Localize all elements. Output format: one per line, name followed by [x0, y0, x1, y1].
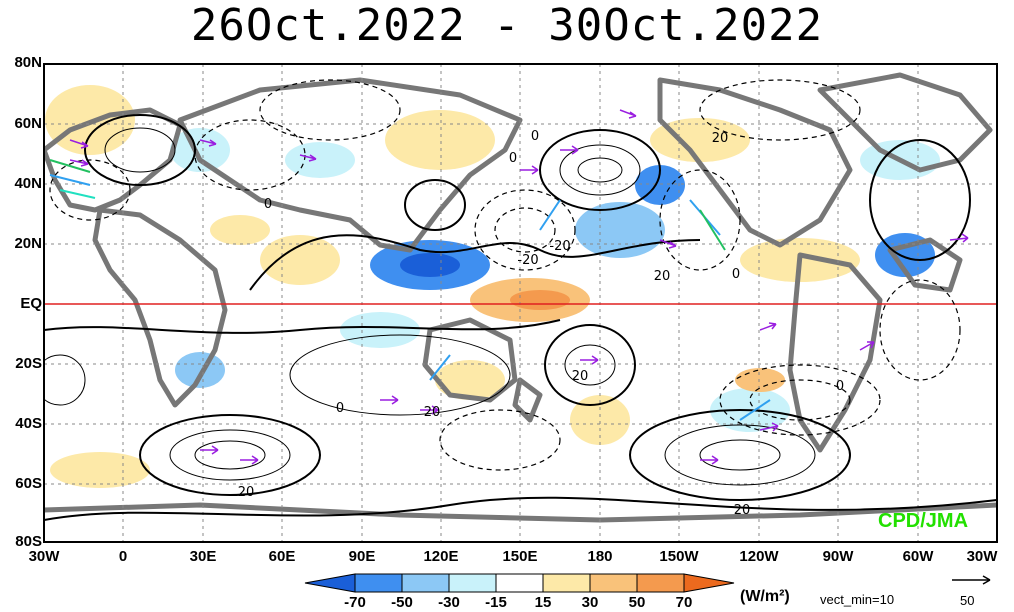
- contour-label: 0: [732, 267, 740, 282]
- lon-label: 180: [587, 548, 613, 565]
- contour-label: 20: [734, 503, 751, 518]
- lon-label: 90E: [348, 548, 376, 565]
- colorbar-high-arrow: [683, 573, 735, 593]
- lat-label: 20S: [15, 355, 42, 372]
- contour-label: 0: [836, 379, 844, 394]
- lon-label: 0: [118, 548, 128, 565]
- colorbar-tick: -70: [344, 594, 366, 611]
- lon-label: 90W: [822, 548, 854, 565]
- contour-label: 0: [509, 151, 517, 166]
- contour-label: 0: [531, 129, 539, 144]
- contour-label: -20: [549, 239, 570, 254]
- reference-vector: [952, 575, 991, 585]
- colorbar-unit: (W/m²): [740, 588, 790, 605]
- map-title: 26Oct.2022 - 30Oct.2022: [190, 0, 824, 51]
- credit-label: CPD/JMA: [878, 510, 969, 532]
- contour-label-group: 0 0 0 -20 20 0 20 0 20 20 20 0 -20 20: [238, 129, 844, 518]
- colorbar-tick: -50: [391, 594, 413, 611]
- lon-label: 30E: [189, 548, 217, 565]
- reference-vector-value: 50: [960, 593, 975, 608]
- contour-label: 20: [712, 131, 729, 146]
- flux-vectors: [69, 109, 969, 465]
- contours: [44, 114, 997, 521]
- colorbar-low-arrow: [304, 573, 356, 593]
- colorbar-tick: -15: [485, 594, 507, 611]
- lat-label: 80N: [14, 54, 42, 71]
- colorbar-segment: [354, 573, 403, 593]
- lat-label: 80S: [15, 533, 42, 550]
- colorbar-tick: -30: [438, 594, 460, 611]
- colorbar: [304, 573, 735, 593]
- contour-label: 20: [654, 269, 671, 284]
- colorbar-tick: 50: [628, 594, 646, 611]
- colorbar-segment: [542, 573, 591, 593]
- colorbar-segment: [495, 573, 544, 593]
- lat-label: 60N: [14, 115, 42, 132]
- anomaly-shading: [45, 85, 940, 488]
- contour-label: 0: [264, 197, 272, 212]
- lon-label: 60E: [268, 548, 296, 565]
- lat-label: EQ: [20, 295, 42, 312]
- colorbar-tick: 70: [675, 594, 693, 611]
- contour-label: 0: [336, 401, 344, 416]
- contour-label: 20: [424, 405, 441, 420]
- lon-label: 30W: [28, 548, 60, 565]
- colorbar-segment: [448, 573, 497, 593]
- vector-minimum: vect_min=10: [820, 592, 895, 607]
- strong-flux-vectors: [49, 159, 771, 421]
- lon-label: 120W: [739, 548, 779, 565]
- lon-label: 150W: [659, 548, 699, 565]
- lat-label: 40S: [15, 415, 42, 432]
- contour-label: 20: [572, 369, 589, 384]
- contour-label: 20: [238, 485, 255, 500]
- lat-label: 60S: [15, 475, 42, 492]
- lon-label: 60W: [902, 548, 934, 565]
- colorbar-segment: [636, 573, 685, 593]
- lon-label: 150E: [502, 548, 538, 565]
- lat-label: 40N: [14, 175, 42, 192]
- lat-label: 20N: [14, 235, 42, 252]
- colorbar-segment: [589, 573, 638, 593]
- colorbar-tick: 30: [581, 594, 599, 611]
- colorbar-segment: [401, 573, 450, 593]
- colorbar-tick: 15: [534, 594, 552, 611]
- negative-contours: [49, 79, 961, 471]
- lon-label: 30W: [966, 548, 998, 565]
- map-frame: [43, 63, 998, 543]
- lon-label: 120E: [423, 548, 459, 565]
- contour-label: -20: [517, 253, 538, 268]
